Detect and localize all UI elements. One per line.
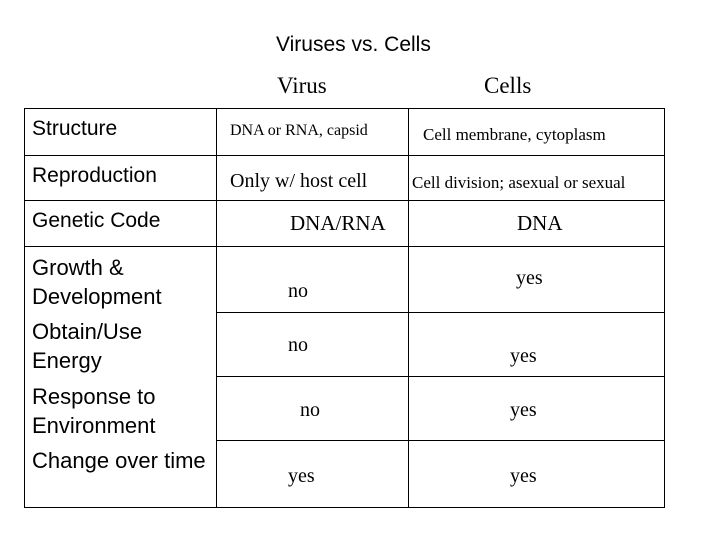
cell-cells-response-environment: yes (510, 399, 537, 421)
row-divider (216, 312, 665, 313)
table-border-top (24, 108, 665, 109)
cell-cells-structure: Cell membrane, cytoplasm (423, 125, 606, 144)
cell-virus-change-over-time: yes (288, 465, 315, 487)
row-label-response-environment: Response to Environment (32, 384, 156, 438)
row-label-obtain-use-energy: Obtain/Use Energy (32, 319, 143, 373)
column-header-virus: Virus (277, 73, 327, 98)
cell-virus-reproduction: Only w/ host cell (230, 170, 368, 192)
table-border-left (24, 108, 25, 508)
cell-virus-obtain-use-energy: no (288, 334, 308, 356)
cell-virus-structure: DNA or RNA, capsid (230, 122, 368, 139)
row-divider (24, 155, 665, 156)
column-header-cells: Cells (484, 73, 532, 98)
row-label-change-over-time: Change over time (32, 448, 206, 473)
table-border-right (664, 108, 665, 508)
cell-virus-growth-development: no (288, 280, 308, 302)
row-divider (24, 200, 665, 201)
column-divider (216, 108, 217, 508)
row-divider (216, 376, 665, 377)
cell-cells-genetic-code: DNA (517, 211, 563, 235)
column-divider (408, 108, 409, 508)
row-divider (24, 246, 665, 247)
cell-virus-response-environment: no (300, 399, 320, 421)
row-label-growth-development: Growth & Development (32, 255, 162, 309)
cell-cells-change-over-time: yes (510, 465, 537, 487)
row-label-reproduction: Reproduction (32, 164, 157, 187)
cell-virus-genetic-code: DNA/RNA (290, 211, 386, 235)
row-label-structure: Structure (32, 117, 118, 140)
cell-cells-reproduction: Cell division; asexual or sexual (412, 173, 626, 192)
row-divider (216, 440, 665, 441)
row-label-genetic-code: Genetic Code (32, 209, 161, 232)
cell-cells-growth-development: yes (516, 267, 543, 289)
page-title: Viruses vs. Cells (276, 33, 431, 56)
table-border-bottom (24, 507, 665, 508)
cell-cells-obtain-use-energy: yes (510, 345, 537, 367)
